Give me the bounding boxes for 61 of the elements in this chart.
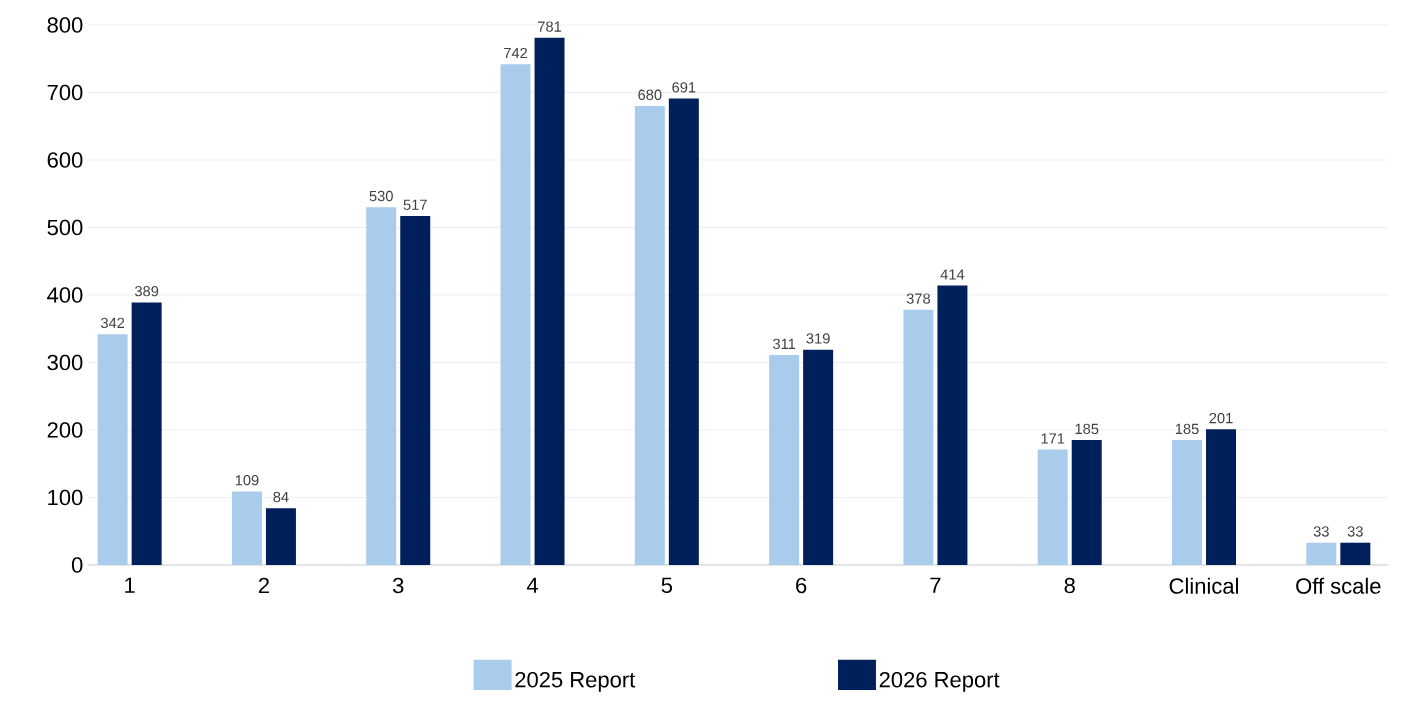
data-label: 33 <box>1347 526 1363 537</box>
data-label: 201 <box>1209 412 1233 424</box>
x-tick-label: 8 <box>1064 577 1075 594</box>
data-label: 185 <box>1075 423 1099 435</box>
bar <box>1206 429 1237 565</box>
data-label: 109 <box>235 475 259 486</box>
x-tick-label: 6 <box>796 577 807 594</box>
bar <box>500 64 531 565</box>
data-label: 319 <box>806 333 830 344</box>
x-tick-label: 4 <box>526 577 538 593</box>
x-tick-label: 3 <box>392 577 404 594</box>
bar <box>1340 542 1371 565</box>
x-tick-label: Off scale <box>1296 577 1381 594</box>
bar <box>400 216 431 565</box>
y-tick-label: 0 <box>71 557 83 573</box>
bar <box>1037 449 1068 565</box>
data-label: 680 <box>638 89 662 100</box>
data-label: 414 <box>940 269 965 280</box>
x-tick-label: 7 <box>930 577 941 593</box>
data-label: 311 <box>773 338 796 350</box>
y-tick-label: 400 <box>47 287 83 303</box>
data-label: 742 <box>504 47 528 59</box>
bar <box>265 508 296 565</box>
data-label: 342 <box>100 317 125 329</box>
bar <box>769 355 800 565</box>
bar <box>668 98 699 565</box>
y-tick-label: 100 <box>48 489 83 506</box>
bar <box>937 285 968 565</box>
bar <box>231 491 262 565</box>
data-label: 378 <box>906 293 931 304</box>
data-label: 517 <box>403 199 427 210</box>
legend-label: 2026 Report <box>879 671 1000 692</box>
bar <box>1071 440 1102 565</box>
bar <box>903 309 934 565</box>
data-label: 185 <box>1175 423 1199 435</box>
y-tick-label: 300 <box>47 354 83 371</box>
x-tick-label: 5 <box>661 577 673 594</box>
data-label: 530 <box>369 190 393 202</box>
y-tick-label: 500 <box>47 219 83 236</box>
x-tick-label: 1 <box>125 577 135 593</box>
data-label: 84 <box>273 491 289 503</box>
bar <box>131 302 162 565</box>
data-label: 33 <box>1313 526 1329 537</box>
bar <box>1306 542 1337 565</box>
data-label: 171 <box>1041 433 1065 444</box>
bar <box>803 349 834 565</box>
legend-label: 2025 Report <box>515 671 636 692</box>
bar <box>97 334 128 565</box>
data-label: 781 <box>538 21 562 32</box>
y-tick-label: 600 <box>47 152 83 168</box>
bar <box>366 207 397 565</box>
data-label: 691 <box>672 82 696 93</box>
bar <box>1172 440 1203 565</box>
data-label: 389 <box>134 286 159 297</box>
x-tick-label: 2 <box>258 577 269 594</box>
y-tick-label: 800 <box>47 17 83 33</box>
bar <box>634 105 665 565</box>
x-tick-label: Clinical <box>1169 577 1238 594</box>
bar <box>534 37 565 565</box>
y-tick-label: 700 <box>47 84 83 101</box>
y-tick-label: 200 <box>47 422 83 438</box>
